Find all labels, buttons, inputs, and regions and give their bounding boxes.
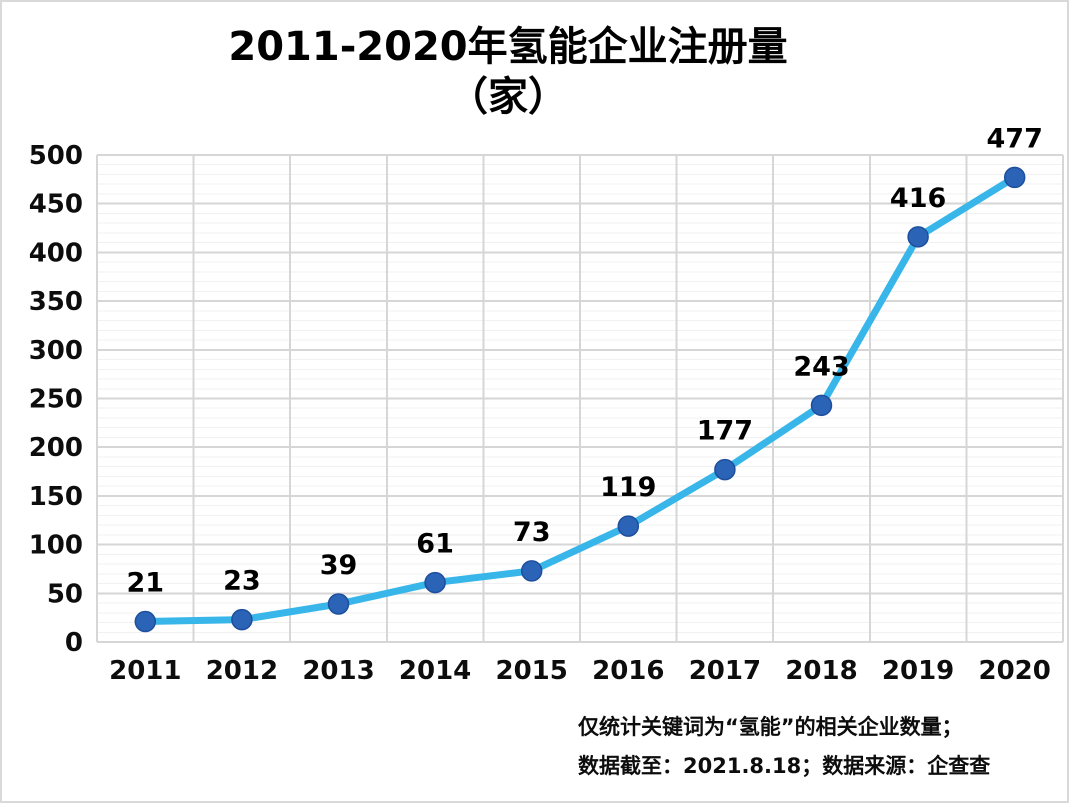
data-label-2013: 39	[320, 550, 358, 581]
x-tick-label: 2018	[785, 656, 857, 686]
y-tick-label: 250	[29, 385, 83, 415]
data-point-2011	[134, 610, 157, 633]
data-label-2016: 119	[600, 472, 656, 503]
x-tick-label: 2017	[689, 656, 761, 686]
data-point-2019	[907, 226, 929, 248]
data-point-2016	[617, 515, 640, 537]
data-point-2020	[1003, 166, 1026, 189]
x-tick-label: 2012	[206, 656, 278, 686]
data-label-2019: 416	[890, 183, 946, 214]
y-tick-label: 450	[29, 190, 83, 220]
data-point-2014	[424, 571, 446, 594]
data-point-2015	[520, 560, 543, 582]
data-point-2013	[327, 593, 350, 615]
data-point-2018	[810, 394, 833, 417]
data-label-2017: 177	[697, 416, 753, 447]
chart-title-line1: 2011-2020年氢能企业注册量	[228, 24, 788, 70]
footnote-line1: 仅统计关键词为“氢能”的相关企业数量；	[578, 715, 963, 739]
y-tick-label: 150	[29, 482, 83, 512]
y-tick-label: 350	[29, 287, 83, 317]
data-label-2014: 61	[416, 529, 454, 560]
y-tick-label: 500	[29, 141, 83, 171]
x-tick-label: 2020	[979, 656, 1051, 686]
chart-title-line2: （家）	[448, 74, 568, 120]
y-tick-label: 0	[65, 628, 83, 658]
y-tick-label: 50	[47, 579, 83, 609]
y-tick-label: 100	[29, 531, 83, 561]
data-label-2015: 73	[513, 517, 551, 548]
y-tick-label: 400	[29, 238, 83, 268]
y-tick-label: 300	[29, 336, 83, 366]
data-point-2012	[231, 608, 253, 631]
footnote-line2: 数据截至：2021.8.18；数据来源：企查查	[578, 754, 991, 778]
x-tick-label: 2011	[109, 656, 181, 686]
chart-footnote: 仅统计关键词为“氢能”的相关企业数量； 数据截至：2021.8.18；数据来源：…	[578, 708, 990, 786]
data-label-2011: 21	[127, 568, 165, 599]
x-tick-label: 2016	[592, 656, 664, 686]
x-tick-label: 2019	[882, 656, 954, 686]
x-tick-label: 2015	[496, 656, 568, 686]
x-tick-label: 2014	[399, 656, 471, 686]
data-label-2020: 477	[987, 123, 1043, 154]
data-label-2012: 23	[223, 566, 261, 597]
x-tick-label: 2013	[302, 656, 374, 686]
series-line	[141, 173, 1019, 626]
data-label-2018: 243	[793, 351, 849, 382]
chart-title: 2011-2020年氢能企业注册量 （家）	[0, 22, 1016, 122]
y-tick-label: 200	[29, 433, 83, 463]
data-point-2017	[714, 458, 736, 481]
